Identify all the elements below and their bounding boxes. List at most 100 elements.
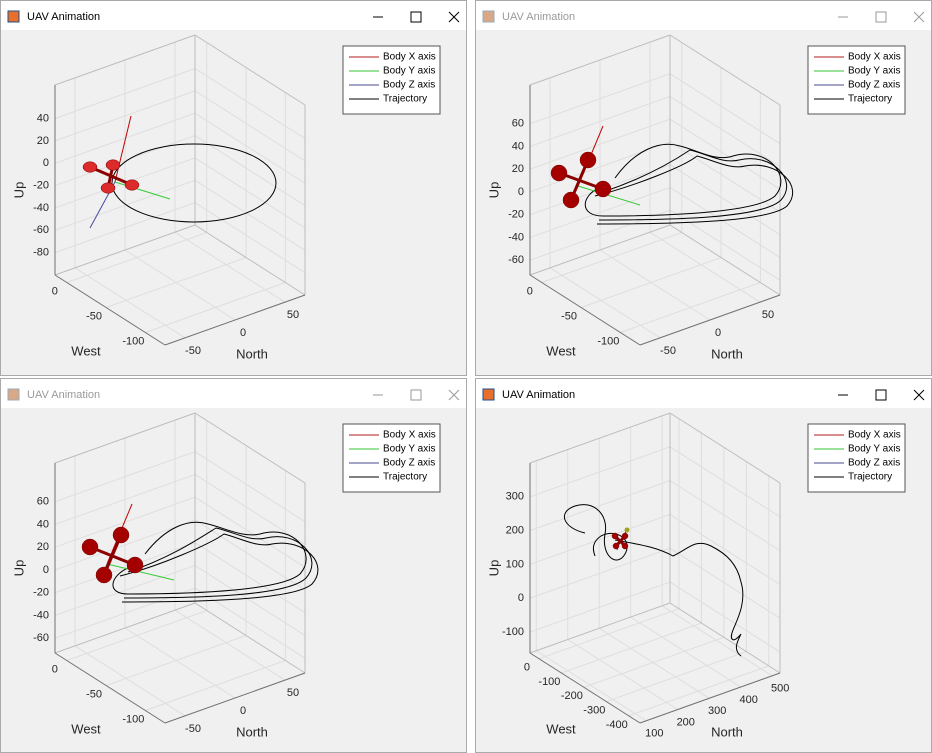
legend-label: Trajectory [848, 472, 892, 483]
z-tick-label: -20 [33, 587, 49, 599]
y-axis-line [639, 672, 781, 724]
y-tick-label: 300 [708, 705, 726, 717]
body-y-axis [114, 181, 171, 200]
z-tick-label: -60 [33, 224, 49, 236]
uav-center [624, 527, 630, 533]
uav-rotor [611, 532, 619, 540]
legend-label: Body Y axis [848, 444, 900, 455]
y-grid-line [661, 605, 773, 677]
x-axis-label: West [546, 343, 576, 358]
window-title: UAV Animation [502, 389, 575, 401]
z-tick-label: 20 [512, 163, 524, 175]
z-grid-line [529, 581, 671, 633]
z-tick-label: -100 [502, 626, 524, 638]
z-grid-line [529, 446, 671, 498]
uav-rotor [82, 161, 98, 173]
y-tick-label: 100 [645, 728, 663, 740]
y-grid-line [598, 627, 710, 699]
title-bar [476, 1, 931, 30]
x-grid-line [628, 665, 769, 717]
z-tick-label: -20 [508, 209, 524, 221]
z-tick-label: -40 [33, 609, 49, 621]
body-y-axis [106, 563, 175, 581]
title-bar [1, 1, 466, 30]
app-icon [482, 10, 495, 23]
y-tick-label: -50 [185, 723, 201, 735]
z-grid-line [529, 547, 671, 599]
y-grid-line [174, 609, 286, 681]
z-grid-line [669, 73, 781, 145]
maximize-button[interactable] [410, 11, 422, 23]
x-axis-label: West [71, 721, 101, 736]
trajectory [614, 539, 744, 657]
legend-label: Body Y axis [383, 66, 435, 77]
uav-rotor [621, 532, 629, 540]
legend-label: Trajectory [848, 94, 892, 105]
z-axis-label: Up [486, 182, 501, 199]
y-axis-label: North [711, 346, 743, 361]
z-grid-line [669, 480, 781, 552]
legend-label: Body Z axis [383, 80, 435, 91]
uav-rotor [112, 526, 130, 544]
window: UAV Animation -80 -60 -40 -20 0 20 40 -100 -50 0 -5… [0, 0, 467, 376]
z-grid-line [194, 474, 306, 545]
uav-rotor [562, 191, 580, 209]
x-tick-label: -50 [561, 310, 577, 322]
z-grid-line [669, 446, 781, 518]
legend-label: Body Y axis [383, 444, 435, 455]
y-grid-line [74, 645, 186, 717]
y-grid-line [630, 616, 741, 688]
box-edge [529, 34, 671, 86]
maximize-button[interactable] [410, 389, 422, 401]
y-tick-label: 0 [240, 705, 246, 717]
z-grid-line [669, 209, 781, 281]
legend-label: Body Y axis [848, 66, 900, 77]
y-axis-line [164, 294, 306, 346]
window: UAV Animation -60 -40 -20 0 20 40 60 -100 -50 0 -50… [0, 378, 467, 753]
body-y-axis [577, 185, 641, 206]
box-edge [54, 412, 196, 464]
z-tick-label: -80 [33, 247, 49, 259]
uav-rotor [550, 164, 568, 182]
window: UAV Animation-1000100200300-400-300-200-… [475, 378, 932, 753]
y-tick-label: 0 [715, 327, 721, 339]
box-edge [194, 412, 306, 484]
legend-label: Body X axis [848, 52, 901, 63]
y-grid-line [174, 231, 286, 303]
y-axis-label: North [711, 724, 743, 739]
box-edge [669, 224, 781, 296]
maximize-button[interactable] [875, 389, 887, 401]
box-edge [529, 224, 671, 276]
y-grid-line [567, 639, 679, 710]
close-button[interactable] [913, 11, 925, 23]
trajectory [119, 533, 319, 603]
z-grid-line [669, 164, 781, 236]
close-button[interactable] [913, 389, 925, 401]
y-tick-label: 0 [240, 327, 246, 339]
y-grid-line [124, 249, 236, 321]
y-grid-line [124, 627, 236, 699]
z-tick-label: 0 [43, 157, 49, 169]
x-tick-label: -300 [583, 704, 605, 716]
y-grid-line [74, 267, 186, 339]
z-grid-line [194, 519, 306, 591]
z-tick-label: 40 [37, 112, 49, 124]
z-tick-label: 40 [37, 518, 49, 530]
uav-rotor [126, 556, 144, 574]
z-tick-label: 200 [506, 525, 524, 537]
legend-label: Body X axis [383, 430, 436, 441]
x-axis-label: West [71, 343, 101, 358]
z-grid-line [194, 496, 306, 568]
close-button[interactable] [448, 11, 460, 23]
close-button[interactable] [448, 389, 460, 401]
uav-rotor [105, 159, 121, 171]
box-edge [194, 34, 306, 106]
y-tick-label: -50 [185, 345, 201, 357]
uav-rotor [612, 542, 620, 550]
x-tick-label: -200 [561, 690, 583, 702]
z-grid-line [194, 451, 306, 523]
x-tick-label: -100 [597, 335, 619, 347]
z-axis-label: Up [486, 560, 501, 577]
uav-rotor [81, 538, 99, 556]
maximize-button[interactable] [875, 11, 887, 23]
